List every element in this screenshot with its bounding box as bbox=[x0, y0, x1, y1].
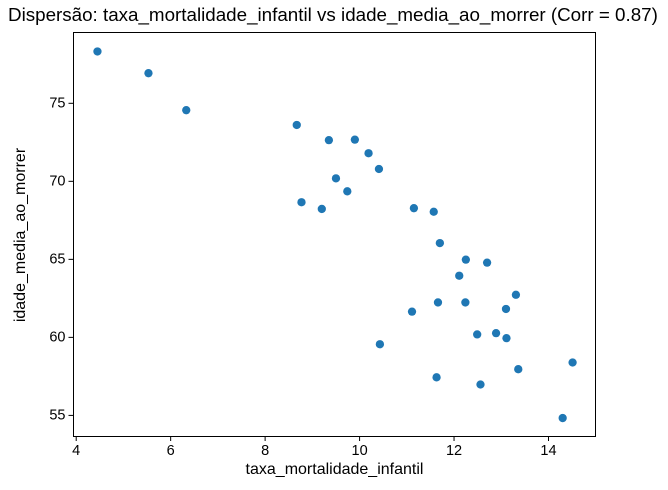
svg-text:10: 10 bbox=[352, 443, 368, 459]
svg-text:70: 70 bbox=[49, 173, 65, 189]
svg-text:75: 75 bbox=[49, 95, 65, 111]
svg-text:55: 55 bbox=[49, 407, 65, 423]
svg-text:8: 8 bbox=[261, 443, 269, 459]
svg-text:14: 14 bbox=[540, 443, 556, 459]
svg-text:4: 4 bbox=[72, 443, 80, 459]
svg-text:65: 65 bbox=[49, 251, 65, 267]
svg-text:12: 12 bbox=[446, 443, 462, 459]
svg-text:60: 60 bbox=[49, 329, 65, 345]
svg-text:6: 6 bbox=[167, 443, 175, 459]
